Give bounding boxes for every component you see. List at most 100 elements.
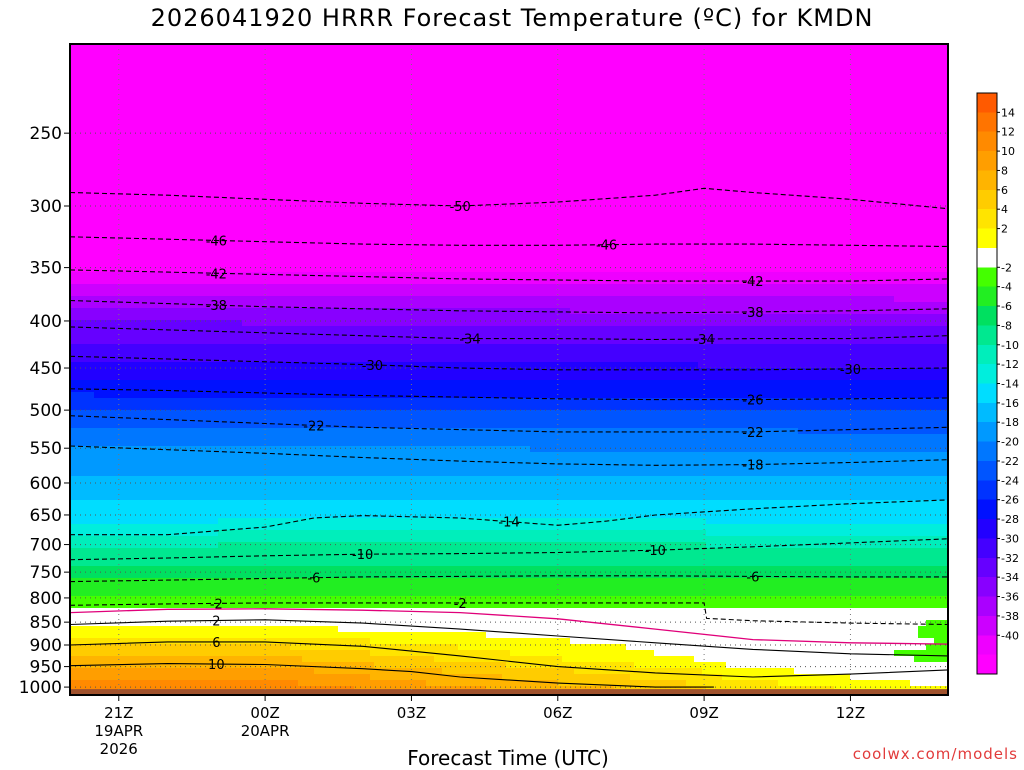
temp-cell xyxy=(74,284,79,291)
temp-cell xyxy=(74,572,79,579)
temp-cell xyxy=(74,56,79,63)
temp-cell xyxy=(122,104,127,111)
temp-cell xyxy=(114,554,119,561)
temp-cell xyxy=(106,428,111,435)
temp-cell xyxy=(106,278,111,285)
temp-cell xyxy=(94,206,99,213)
temp-cell xyxy=(74,302,79,309)
temp-cell xyxy=(114,56,119,63)
temp-cell xyxy=(106,206,111,213)
temp-cell xyxy=(86,128,91,135)
temp-cell xyxy=(98,272,103,279)
temp-cell xyxy=(106,152,111,159)
temp-cell xyxy=(74,542,79,549)
temp-cell xyxy=(106,668,111,675)
temp-cell xyxy=(82,218,87,225)
temp-cell xyxy=(74,134,79,141)
temp-cell xyxy=(74,272,79,279)
temp-cell xyxy=(82,278,87,285)
temp-cell xyxy=(78,158,83,165)
temp-cell xyxy=(86,518,91,525)
temp-cell xyxy=(94,314,99,321)
temp-cell xyxy=(110,98,115,105)
temp-cell xyxy=(74,254,79,261)
temp-cell xyxy=(78,266,83,273)
temp-cell xyxy=(78,506,83,513)
temp-cell xyxy=(78,308,83,315)
temp-cell xyxy=(90,458,95,465)
temp-cell xyxy=(110,440,115,447)
temp-cell xyxy=(106,314,111,321)
temp-cell xyxy=(106,572,111,579)
temp-cell xyxy=(90,680,95,687)
temp-cell xyxy=(98,404,103,411)
temp-cell xyxy=(82,338,87,345)
temp-cell xyxy=(90,542,95,549)
temp-cell xyxy=(74,140,79,147)
temp-cell xyxy=(122,212,127,219)
temp-cell xyxy=(122,350,127,357)
temp-cell xyxy=(86,176,91,183)
temp-cell xyxy=(106,110,111,117)
temp-cell xyxy=(74,590,79,597)
temp-cell xyxy=(82,290,87,297)
temp-cell xyxy=(82,68,87,75)
temp-cell xyxy=(86,590,91,597)
temp-cell xyxy=(114,464,119,471)
temp-cell xyxy=(86,290,91,297)
temp-cell xyxy=(102,140,107,147)
temp-cell xyxy=(86,320,91,327)
temp-cell xyxy=(78,398,83,405)
temp-cell xyxy=(118,140,123,147)
temp-cell xyxy=(78,380,83,387)
temp-cell xyxy=(114,590,119,597)
temp-cell xyxy=(106,434,111,441)
temp-cell xyxy=(82,536,87,543)
temp-cell xyxy=(110,650,115,657)
temp-cell xyxy=(122,182,127,189)
temp-cell xyxy=(74,674,79,681)
temp-cell xyxy=(98,242,103,249)
temp-cell xyxy=(118,110,123,117)
temp-cell xyxy=(74,416,79,423)
temp-cell xyxy=(94,482,99,489)
temp-cell xyxy=(74,332,79,339)
temp-cell xyxy=(102,98,107,105)
temp-cell xyxy=(118,518,123,525)
temp-cell xyxy=(98,398,103,405)
temp-cell xyxy=(106,536,111,543)
temp-cell xyxy=(82,368,87,375)
temp-cell xyxy=(110,158,115,165)
temp-cell xyxy=(110,50,115,57)
temp-cell xyxy=(114,548,119,555)
temp-cell xyxy=(82,296,87,303)
temp-cell xyxy=(90,440,95,447)
temp-cell xyxy=(86,410,91,417)
temp-cell xyxy=(82,626,87,633)
temp-cell xyxy=(110,206,115,213)
temp-cell xyxy=(74,584,79,591)
temp-cell xyxy=(90,104,95,111)
temp-cell xyxy=(90,650,95,657)
temp-cell xyxy=(94,440,99,447)
temp-cell xyxy=(90,506,95,513)
temp-cell xyxy=(82,470,87,477)
temp-cell xyxy=(98,134,103,141)
temp-cell xyxy=(114,326,119,333)
temp-cell xyxy=(98,584,103,591)
temp-cell xyxy=(122,302,127,309)
temp-cell xyxy=(90,140,95,147)
temp-cell xyxy=(114,482,119,489)
temp-cell xyxy=(106,170,111,177)
temp-cell xyxy=(82,674,87,681)
temp-cell xyxy=(110,374,115,381)
temp-cell xyxy=(114,260,119,267)
temp-cell xyxy=(122,284,127,291)
temp-cell xyxy=(102,548,107,555)
temp-cell xyxy=(90,224,95,231)
temp-cell xyxy=(118,272,123,279)
temp-cell xyxy=(74,344,79,351)
temp-cell xyxy=(122,248,127,255)
temp-cell xyxy=(94,626,99,633)
temp-cell xyxy=(90,380,95,387)
